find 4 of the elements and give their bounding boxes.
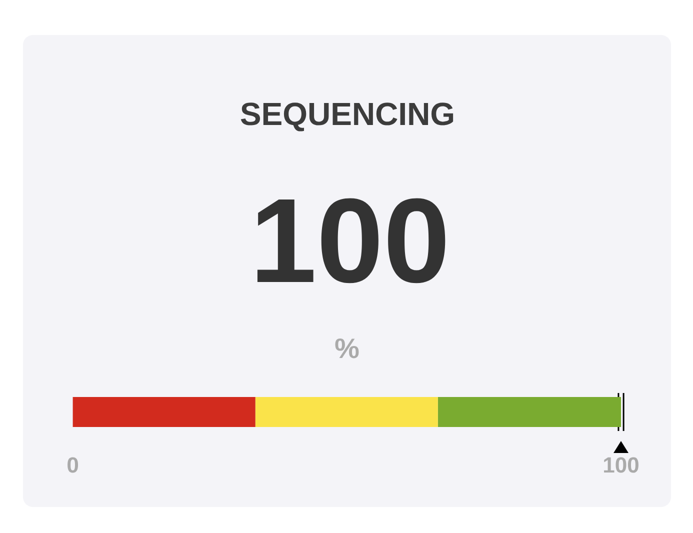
text: % bbox=[335, 338, 359, 358]
chart-title: SEQUENCING bbox=[240, 102, 454, 132]
text: 100 bbox=[257, 198, 446, 284]
x-tick-label: 0 bbox=[68, 457, 78, 473]
